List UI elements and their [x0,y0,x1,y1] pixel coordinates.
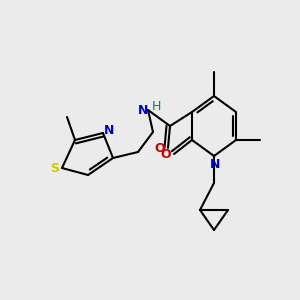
Text: N: N [138,104,148,118]
Text: H: H [151,100,161,112]
Text: O: O [161,148,171,161]
Text: S: S [50,163,59,176]
Text: O: O [155,142,165,155]
Text: N: N [104,124,114,137]
Text: N: N [210,158,220,170]
